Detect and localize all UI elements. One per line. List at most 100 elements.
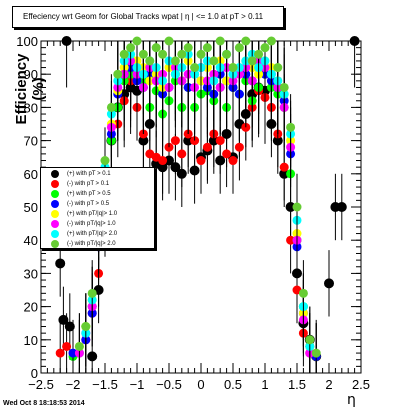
- data-point: [209, 56, 219, 66]
- data-point: [260, 43, 270, 53]
- y-tick-label: 40: [24, 233, 38, 248]
- data-point: [170, 56, 180, 66]
- x-tick-label: 2.5: [352, 377, 370, 392]
- data-point: [151, 43, 161, 53]
- data-point: [55, 258, 66, 269]
- legend-label: (+) with pT > 0.1: [67, 171, 111, 177]
- data-point: [132, 36, 142, 46]
- legend-entry: (-) with pT/|q|> 1.0: [41, 219, 154, 229]
- data-point: [158, 156, 168, 166]
- data-point: [234, 43, 244, 53]
- y-tick-label: 100: [16, 34, 38, 49]
- legend-label: (-) with pT > 0.5: [67, 201, 110, 207]
- data-point: [196, 49, 206, 59]
- data-point: [349, 36, 360, 46]
- data-point: [279, 162, 289, 172]
- legend-entry: (+) with pT > 0.1: [41, 169, 154, 179]
- data-point: [286, 235, 296, 245]
- data-point: [119, 49, 129, 59]
- data-point: [228, 63, 238, 73]
- data-point: [202, 142, 212, 152]
- legend-label: (+) with pT/|q|> 1.0: [67, 211, 118, 217]
- x-tick-label: −2.5: [28, 377, 54, 392]
- data-point: [87, 288, 97, 298]
- data-point: [247, 56, 257, 66]
- x-tick-label: 2: [325, 377, 332, 392]
- legend-marker: [51, 180, 59, 188]
- legend-marker: [51, 170, 59, 178]
- data-point: [241, 122, 251, 132]
- data-point: [158, 49, 168, 59]
- chart-title-box: Effeciency wrt Geom for Global Tracks wp…: [12, 6, 284, 28]
- y-tick-label: 90: [24, 67, 38, 82]
- y-tick-label: 0: [31, 366, 38, 381]
- data-point: [273, 63, 283, 73]
- data-point: [286, 122, 296, 132]
- data-point: [177, 49, 187, 59]
- data-point: [222, 49, 232, 59]
- y-tick-label: 10: [24, 333, 38, 348]
- data-point: [298, 288, 308, 298]
- data-point: [177, 149, 187, 159]
- legend-entry: (-) with pT > 0.5: [41, 199, 154, 209]
- data-point: [68, 348, 78, 358]
- data-point: [324, 278, 334, 289]
- data-point: [266, 36, 276, 46]
- legend-marker: [51, 230, 59, 238]
- legend-marker: [51, 200, 59, 208]
- data-point: [81, 322, 91, 332]
- data-point: [61, 36, 72, 46]
- data-point: [279, 82, 289, 92]
- data-point: [164, 36, 174, 46]
- y-axis-label: Efficiency (%): [13, 53, 47, 125]
- legend-entry: (+) with pT > 0.5: [41, 189, 154, 199]
- data-point: [215, 36, 225, 46]
- data-point: [222, 149, 232, 159]
- data-point: [100, 156, 110, 166]
- data-point: [87, 351, 98, 362]
- data-point: [311, 348, 321, 358]
- legend-entry: (+) with pT/|q|> 1.0: [41, 209, 154, 219]
- timestamp: Wed Oct 8 18:18:53 2014: [3, 400, 85, 407]
- legend-entry: (-) with pT > 0.1: [41, 179, 154, 189]
- data-point: [241, 36, 251, 46]
- data-point: [170, 136, 180, 146]
- data-point: [64, 321, 75, 332]
- legend-label: (+) with pT > 0.5: [67, 191, 111, 197]
- data-point: [336, 202, 347, 212]
- x-axis-label: η: [347, 392, 356, 408]
- data-point: [254, 49, 264, 59]
- y-tick-label: 30: [24, 266, 38, 281]
- data-point: [126, 43, 136, 53]
- x-tick-label: 0.5: [224, 377, 242, 392]
- legend-label: (+) with pT/|q|> 2.0: [67, 231, 118, 237]
- legend-label: (-) with pT/|q|> 2.0: [67, 241, 116, 247]
- x-tick-label: −0.5: [156, 377, 182, 392]
- y-tick-label: 60: [24, 167, 38, 182]
- legend-marker: [51, 210, 59, 218]
- data-point: [145, 56, 155, 66]
- y-tick-label: 50: [24, 200, 38, 215]
- legend-label: (-) with pT > 0.1: [67, 181, 110, 187]
- x-tick-label: −1.5: [92, 377, 118, 392]
- y-tick-label: 70: [24, 134, 38, 149]
- data-point: [58, 314, 69, 325]
- legend-entry: (+) with pT/|q|> 2.0: [41, 229, 154, 239]
- legend-marker: [51, 220, 59, 228]
- data-point: [138, 49, 148, 59]
- y-tick-label: 80: [24, 100, 38, 115]
- data-point: [113, 69, 123, 79]
- legend: (+) with pT > 0.1 (-) with pT > 0.1 (+) wi…: [40, 167, 155, 249]
- legend-entry: (-) with pT/|q|> 2.0: [41, 239, 154, 249]
- data-point: [183, 43, 193, 53]
- data-point: [62, 341, 72, 351]
- data-point: [55, 348, 65, 358]
- legend-label: (-) with pT/|q|> 1.0: [67, 221, 116, 227]
- x-tick-label: −1: [130, 377, 145, 392]
- data-point: [215, 136, 225, 146]
- data-point: [234, 142, 244, 152]
- data-point: [292, 202, 302, 212]
- legend-marker: [51, 190, 59, 198]
